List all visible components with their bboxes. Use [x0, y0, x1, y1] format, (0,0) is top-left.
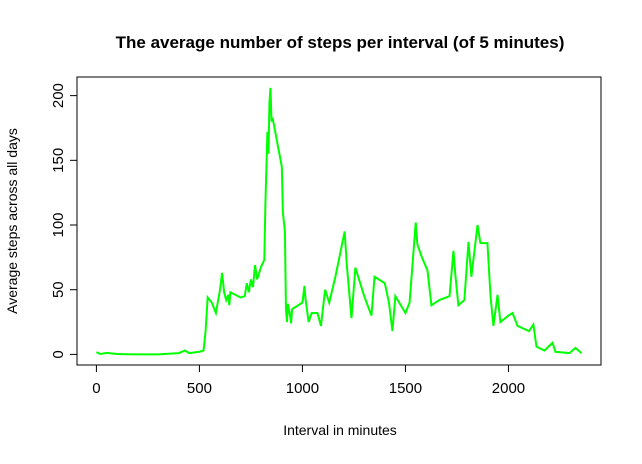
y-axis-label: Average steps across all days — [4, 128, 20, 314]
x-tick-label: 1500 — [389, 380, 422, 397]
chart-title: The average number of steps per interval… — [116, 33, 565, 52]
y-tick-label: 100 — [50, 212, 67, 237]
y-tick-label: 150 — [50, 148, 67, 173]
y-tick-label: 0 — [50, 350, 67, 358]
plot-frame — [76, 76, 602, 366]
y-tick-label: 200 — [50, 83, 67, 108]
data-line — [96, 87, 583, 356]
x-tick-label: 500 — [187, 380, 212, 397]
x-tick-label: 0 — [92, 380, 100, 397]
x-tick-label: 1000 — [286, 380, 319, 397]
x-axis-label: Interval in minutes — [283, 422, 397, 438]
x-tick-label: 2000 — [492, 380, 525, 397]
y-tick-label: 50 — [50, 281, 67, 298]
